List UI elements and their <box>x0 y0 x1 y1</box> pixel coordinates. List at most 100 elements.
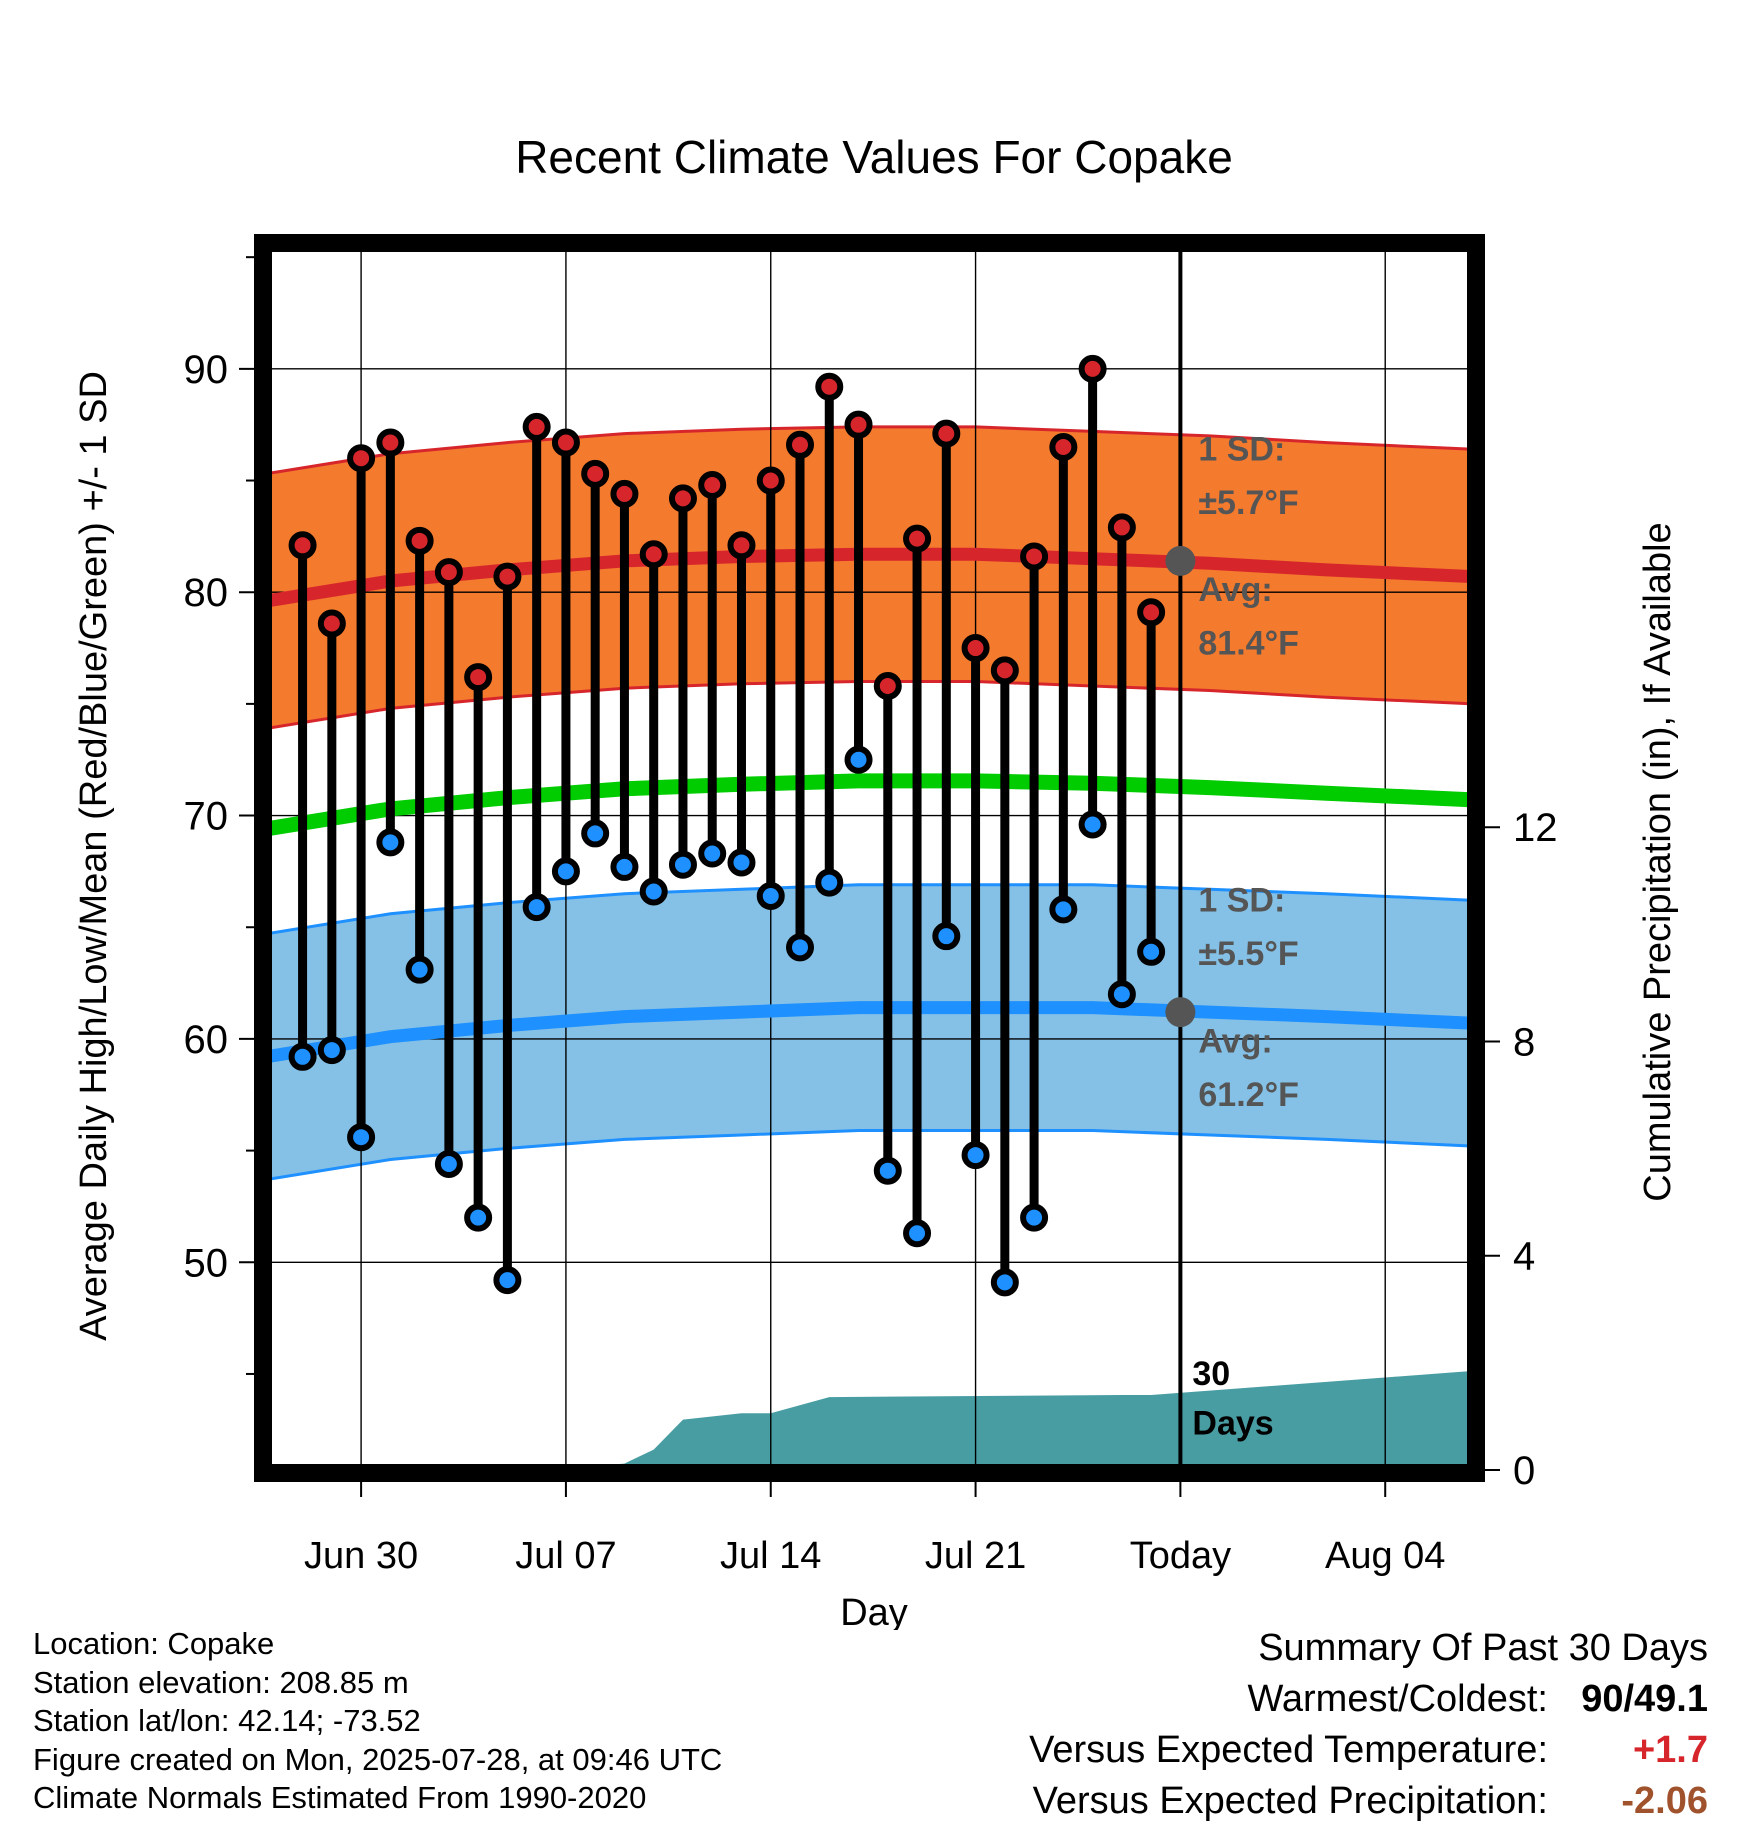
daily-low-point <box>376 828 405 857</box>
elevation-text: Station elevation: 208.85 m <box>33 1664 409 1700</box>
daily-high-point <box>522 412 551 441</box>
daily-low-point <box>581 819 610 848</box>
temperature-departure-row: Versus Expected Temperature: +1.7 <box>1029 1725 1708 1776</box>
x-tick-label: Today <box>1130 1535 1231 1577</box>
x-tick-label: Jul 14 <box>720 1535 821 1577</box>
high-avg-label: Avg: <box>1198 571 1272 609</box>
daily-low-point <box>1137 937 1166 966</box>
y-left-tick-label: 80 <box>184 571 229 615</box>
daily-high-point <box>727 531 756 560</box>
normals-text: Climate Normals Estimated From 1990-2020 <box>33 1780 647 1815</box>
y-left-tick-label: 50 <box>184 1241 229 1285</box>
high-sd-value: ±5.7°F <box>1198 484 1298 522</box>
daily-low-point <box>756 881 785 910</box>
daily-high-point <box>1020 542 1049 571</box>
daily-low-point <box>903 1219 932 1248</box>
y-right-tick-label: 12 <box>1513 806 1558 850</box>
daily-low-point <box>1049 895 1078 924</box>
daily-low-point <box>1107 980 1136 1009</box>
y-right-tick-label: 0 <box>1513 1449 1535 1493</box>
daily-low-point <box>727 848 756 877</box>
daily-low-point <box>932 922 961 951</box>
summary-heading: Summary Of Past 30 Days <box>1258 1627 1708 1669</box>
daily-high-point <box>990 656 1019 685</box>
y-axis-right-label: Cumulative Precipitation (in), If Availa… <box>1637 522 1679 1201</box>
daily-high-point <box>786 430 815 459</box>
high-avg-value: 81.4°F <box>1198 625 1299 663</box>
latlon-text: Station lat/lon: 42.14; -73.52 <box>33 1703 421 1738</box>
daily-low-point <box>610 852 639 881</box>
warmest-coldest-row: Warmest/Coldest: 90/49.1 <box>1029 1674 1708 1725</box>
low-sd-upper-edge <box>266 883 1473 936</box>
warmest-coldest-label: Warmest/Coldest: <box>1247 1678 1548 1720</box>
daily-low-point <box>551 857 580 886</box>
x-tick-label: Jul 21 <box>925 1535 1026 1577</box>
low-sd-label: 1 SD: <box>1198 882 1285 920</box>
daily-high-point <box>493 562 522 591</box>
daily-high-point <box>434 558 463 587</box>
daily-high-point <box>1137 598 1166 627</box>
normal-mean-line <box>266 773 1473 837</box>
created-text: Figure created on Mon, 2025-07-28, at 09… <box>33 1741 723 1777</box>
daily-low-point <box>522 893 551 922</box>
daily-low-point <box>990 1268 1019 1297</box>
plot-inner <box>266 246 1473 1470</box>
daily-high-point <box>873 672 902 701</box>
daily-low-point <box>1020 1203 1049 1232</box>
normal-low-line <box>266 1001 1473 1064</box>
today-normal-high-marker <box>1165 545 1196 576</box>
daily-high-point <box>405 526 434 555</box>
daily-low-point <box>961 1141 990 1170</box>
daily-high-point <box>815 372 844 401</box>
low-sd-value: ±5.5°F <box>1198 935 1298 973</box>
high-sd-label: 1 SD: <box>1198 430 1285 468</box>
precipitation-departure-value: -2.06 <box>1621 1780 1708 1822</box>
temperature-departure-value: +1.7 <box>1632 1729 1708 1771</box>
low-avg-label: Avg: <box>1198 1022 1272 1060</box>
x-tick-label: Aug 04 <box>1325 1535 1445 1577</box>
x-tick-label: Jun 30 <box>304 1535 418 1577</box>
temperature-departure-label: Versus Expected Temperature: <box>1029 1729 1548 1771</box>
daily-low-point <box>698 839 727 868</box>
today-normal-low-marker <box>1165 997 1196 1028</box>
daily-high-point <box>317 609 346 638</box>
y-right-tick-label: 8 <box>1513 1020 1535 1064</box>
daily-high-point <box>581 459 610 488</box>
x-tick-label: Jul 07 <box>515 1535 616 1577</box>
daily-high-point <box>961 634 990 663</box>
x-axis-label: Day <box>840 1592 908 1630</box>
warmest-coldest-value: 90/49.1 <box>1581 1678 1708 1720</box>
daily-low-point <box>844 745 873 774</box>
daily-high-point <box>1049 433 1078 462</box>
plot-frame <box>254 234 1485 1482</box>
chart-title: Recent Climate Values For Copake <box>515 131 1233 183</box>
daily-low-point <box>873 1156 902 1185</box>
daily-high-point <box>844 410 873 439</box>
y-left-tick-label: 90 <box>184 348 229 392</box>
daily-low-point <box>464 1203 493 1232</box>
daily-high-point <box>288 531 317 560</box>
precipitation-departure-row: Versus Expected Precipitation: -2.06 <box>1029 1776 1708 1827</box>
daily-low-point <box>668 850 697 879</box>
daily-low-point <box>405 955 434 984</box>
climate-chart: Recent Climate Values For Copake 1 SD: ±5… <box>73 131 1679 1630</box>
y-axis-left-label: Average Daily High/Low/Mean (Red/Blue/Gr… <box>73 371 115 1341</box>
daily-high-point <box>610 479 639 508</box>
daily-low-point <box>493 1266 522 1295</box>
daily-low-point <box>639 877 668 906</box>
y-right-tick-label: 4 <box>1513 1235 1535 1279</box>
daily-low-point <box>347 1123 376 1152</box>
station-info: Location: Copake Station elevation: 208.… <box>33 1625 722 1818</box>
daily-low-point <box>786 933 815 962</box>
summary-panel: Summary Of Past 30 Days Warmest/Coldest:… <box>1029 1622 1708 1827</box>
daily-high-point <box>932 419 961 448</box>
y-left-tick-label: 70 <box>184 795 229 839</box>
precipitation-area <box>266 1370 1473 1470</box>
daily-high-point <box>1107 513 1136 542</box>
plot-area: 1 SD: ±5.7°F Avg: 81.4°F 1 SD: ±5.5°F Avg: 61.2… <box>184 234 1558 1577</box>
daily-high-point <box>903 524 932 553</box>
precipitation-departure-label: Versus Expected Precipitation: <box>1032 1780 1548 1822</box>
daily-low-point <box>1078 810 1107 839</box>
daily-low-point <box>434 1150 463 1178</box>
daily-high-point <box>551 428 580 457</box>
